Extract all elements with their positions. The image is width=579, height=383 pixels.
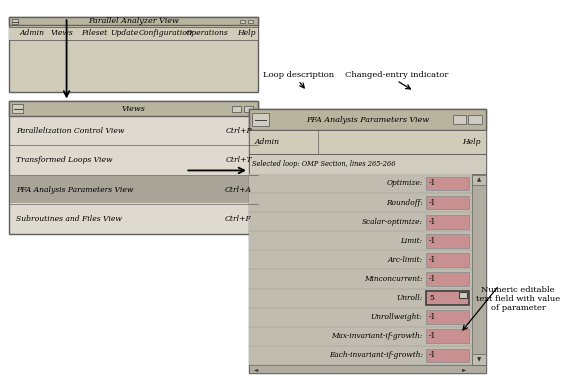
FancyBboxPatch shape	[426, 291, 469, 305]
FancyBboxPatch shape	[12, 105, 23, 113]
FancyBboxPatch shape	[12, 19, 19, 24]
Text: Transformed Loops View: Transformed Loops View	[16, 156, 112, 164]
FancyBboxPatch shape	[249, 130, 486, 154]
Text: ▼: ▼	[477, 357, 481, 362]
FancyBboxPatch shape	[426, 253, 469, 267]
Text: Selected loop: OMP Section, lines 265-266: Selected loop: OMP Section, lines 265-26…	[252, 160, 396, 168]
Text: Ctrl+F: Ctrl+F	[225, 215, 252, 223]
FancyBboxPatch shape	[9, 17, 258, 25]
FancyBboxPatch shape	[249, 365, 486, 373]
Text: Configuration: Configuration	[139, 29, 193, 37]
FancyBboxPatch shape	[472, 174, 486, 365]
Text: Changed-entry indicator: Changed-entry indicator	[345, 70, 448, 79]
Text: 5: 5	[429, 294, 434, 302]
FancyBboxPatch shape	[232, 106, 241, 112]
FancyBboxPatch shape	[9, 101, 258, 234]
Text: Help: Help	[462, 138, 481, 146]
Text: Numeric editable
text field with value
of parameter: Numeric editable text field with value o…	[476, 286, 560, 312]
FancyBboxPatch shape	[426, 349, 469, 362]
FancyBboxPatch shape	[252, 113, 269, 126]
FancyBboxPatch shape	[426, 329, 469, 343]
Text: Parallel Analyzer View: Parallel Analyzer View	[88, 17, 178, 25]
FancyBboxPatch shape	[426, 177, 469, 190]
Text: Roundoff:: Roundoff:	[386, 198, 423, 206]
FancyBboxPatch shape	[249, 109, 486, 373]
Text: Operations: Operations	[185, 29, 228, 37]
Text: -1: -1	[429, 313, 437, 321]
FancyBboxPatch shape	[9, 101, 258, 116]
Text: Unroll:: Unroll:	[397, 294, 423, 302]
Text: Limit:: Limit:	[401, 237, 423, 245]
Text: PFA Analysis Parameters View: PFA Analysis Parameters View	[306, 116, 429, 124]
FancyBboxPatch shape	[426, 234, 469, 248]
Text: Views: Views	[121, 105, 145, 113]
Text: -1: -1	[429, 180, 437, 187]
Text: -1: -1	[429, 256, 437, 264]
FancyBboxPatch shape	[240, 20, 245, 23]
FancyBboxPatch shape	[249, 174, 472, 365]
FancyBboxPatch shape	[426, 310, 469, 324]
Text: -1: -1	[429, 332, 437, 340]
FancyBboxPatch shape	[426, 215, 469, 229]
FancyBboxPatch shape	[249, 109, 486, 130]
Text: ►: ►	[462, 367, 467, 372]
Text: Help: Help	[237, 29, 256, 37]
Text: ▲: ▲	[477, 178, 481, 183]
FancyBboxPatch shape	[249, 154, 486, 174]
Text: -1: -1	[429, 352, 437, 359]
Text: Admin: Admin	[255, 138, 280, 146]
Text: -1: -1	[429, 198, 437, 206]
Text: ◄: ◄	[254, 367, 259, 372]
Text: Ctrl+P: Ctrl+P	[225, 127, 252, 135]
Text: Ctrl+T: Ctrl+T	[225, 156, 252, 164]
Text: Fileset: Fileset	[81, 29, 107, 37]
Text: Update: Update	[110, 29, 138, 37]
Text: Unrollweight:: Unrollweight:	[371, 313, 423, 321]
FancyBboxPatch shape	[468, 115, 482, 124]
Text: Parallelization Control View: Parallelization Control View	[16, 127, 124, 135]
Text: Subroutines and Files View: Subroutines and Files View	[16, 215, 122, 223]
FancyBboxPatch shape	[426, 196, 469, 210]
Text: -1: -1	[429, 237, 437, 245]
Text: -1: -1	[429, 275, 437, 283]
FancyBboxPatch shape	[472, 175, 486, 185]
FancyBboxPatch shape	[459, 292, 467, 298]
Text: Max-invariant-if-growth:: Max-invariant-if-growth:	[331, 332, 423, 340]
FancyBboxPatch shape	[426, 272, 469, 286]
Text: Ctrl+A: Ctrl+A	[225, 185, 252, 193]
Text: Views: Views	[50, 29, 73, 37]
Text: Scalar-optimize:: Scalar-optimize:	[362, 218, 423, 226]
Text: PFA Analysis Parameters View: PFA Analysis Parameters View	[16, 185, 133, 193]
Text: Minconcurrent:: Minconcurrent:	[364, 275, 423, 283]
FancyBboxPatch shape	[10, 176, 256, 203]
FancyBboxPatch shape	[472, 354, 486, 365]
Text: -1: -1	[429, 218, 437, 226]
Text: Loop description: Loop description	[263, 70, 334, 79]
Text: Arc-limit:: Arc-limit:	[387, 256, 423, 264]
Text: Optimize:: Optimize:	[386, 180, 423, 187]
FancyBboxPatch shape	[248, 20, 253, 23]
FancyBboxPatch shape	[453, 115, 466, 124]
Text: Admin: Admin	[19, 29, 44, 37]
FancyBboxPatch shape	[9, 27, 258, 40]
FancyBboxPatch shape	[9, 17, 258, 92]
FancyBboxPatch shape	[244, 106, 253, 112]
Text: Each-invariant-if-growth:: Each-invariant-if-growth:	[329, 352, 423, 359]
